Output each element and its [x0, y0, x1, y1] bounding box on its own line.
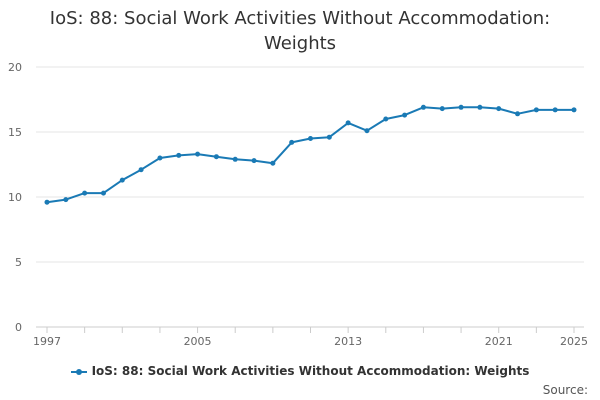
- data-point-2018[interactable]: [439, 106, 445, 112]
- data-point-2016[interactable]: [402, 112, 408, 118]
- data-point-2010[interactable]: [289, 139, 295, 145]
- gridlines: [36, 66, 584, 263]
- data-point-2012[interactable]: [326, 134, 332, 140]
- data-point-1997[interactable]: [44, 199, 50, 205]
- data-point-2011[interactable]: [308, 136, 313, 141]
- data-point-2013[interactable]: [345, 120, 351, 126]
- data-point-2005[interactable]: [195, 151, 201, 157]
- data-point-2023[interactable]: [533, 107, 539, 113]
- data-point-2009[interactable]: [270, 160, 276, 166]
- chart-title: IoS: 88: Social Work Activities Without …: [49, 8, 551, 54]
- data-point-2004[interactable]: [176, 152, 182, 158]
- data-point-2024[interactable]: [552, 107, 558, 113]
- data-point-2002[interactable]: [138, 167, 144, 173]
- data-point-1999[interactable]: [82, 190, 88, 196]
- legend-label: IoS: 88: Social Work Activities Without …: [91, 364, 530, 378]
- data-point-2000[interactable]: [100, 190, 106, 196]
- data-point-2019[interactable]: [458, 104, 464, 110]
- series-line: [46, 106, 574, 204]
- axes: 0 5 10 15 20 1997 2005 2013 2021 2025: [8, 61, 588, 348]
- data-point-2020[interactable]: [477, 104, 483, 110]
- x-tick-label-1997: 1997: [33, 335, 61, 348]
- x-tick-label-2005: 2005: [184, 335, 212, 348]
- data-point-2017[interactable]: [420, 104, 426, 110]
- data-point-2008[interactable]: [251, 158, 257, 164]
- data-point-1998[interactable]: [63, 197, 69, 203]
- legend-swatch: [70, 368, 87, 376]
- y-tick-label-20: 20: [8, 61, 22, 74]
- data-point-2025[interactable]: [571, 107, 577, 113]
- legend[interactable]: IoS: 88: Social Work Activities Without …: [0, 364, 600, 378]
- y-tick-label-5: 5: [15, 256, 22, 269]
- data-point-2003[interactable]: [157, 155, 163, 161]
- x-tick-label-2021: 2021: [485, 335, 513, 348]
- y-tick-label-0: 0: [15, 321, 22, 334]
- data-point-2007[interactable]: [232, 156, 238, 162]
- data-point-2006[interactable]: [213, 154, 219, 160]
- source-label: Source:: [542, 383, 588, 397]
- x-tick-label-2013: 2013: [334, 335, 362, 348]
- y-tick-label-10: 10: [8, 191, 22, 204]
- data-point-2001[interactable]: [119, 177, 125, 183]
- data-point-2015[interactable]: [383, 116, 389, 122]
- series-group: [44, 104, 577, 205]
- data-point-2022[interactable]: [515, 111, 521, 117]
- data-point-2014[interactable]: [364, 128, 370, 134]
- data-point-2021[interactable]: [496, 106, 502, 112]
- x-tick-label-2025: 2025: [560, 335, 588, 348]
- y-tick-label-15: 15: [8, 126, 22, 139]
